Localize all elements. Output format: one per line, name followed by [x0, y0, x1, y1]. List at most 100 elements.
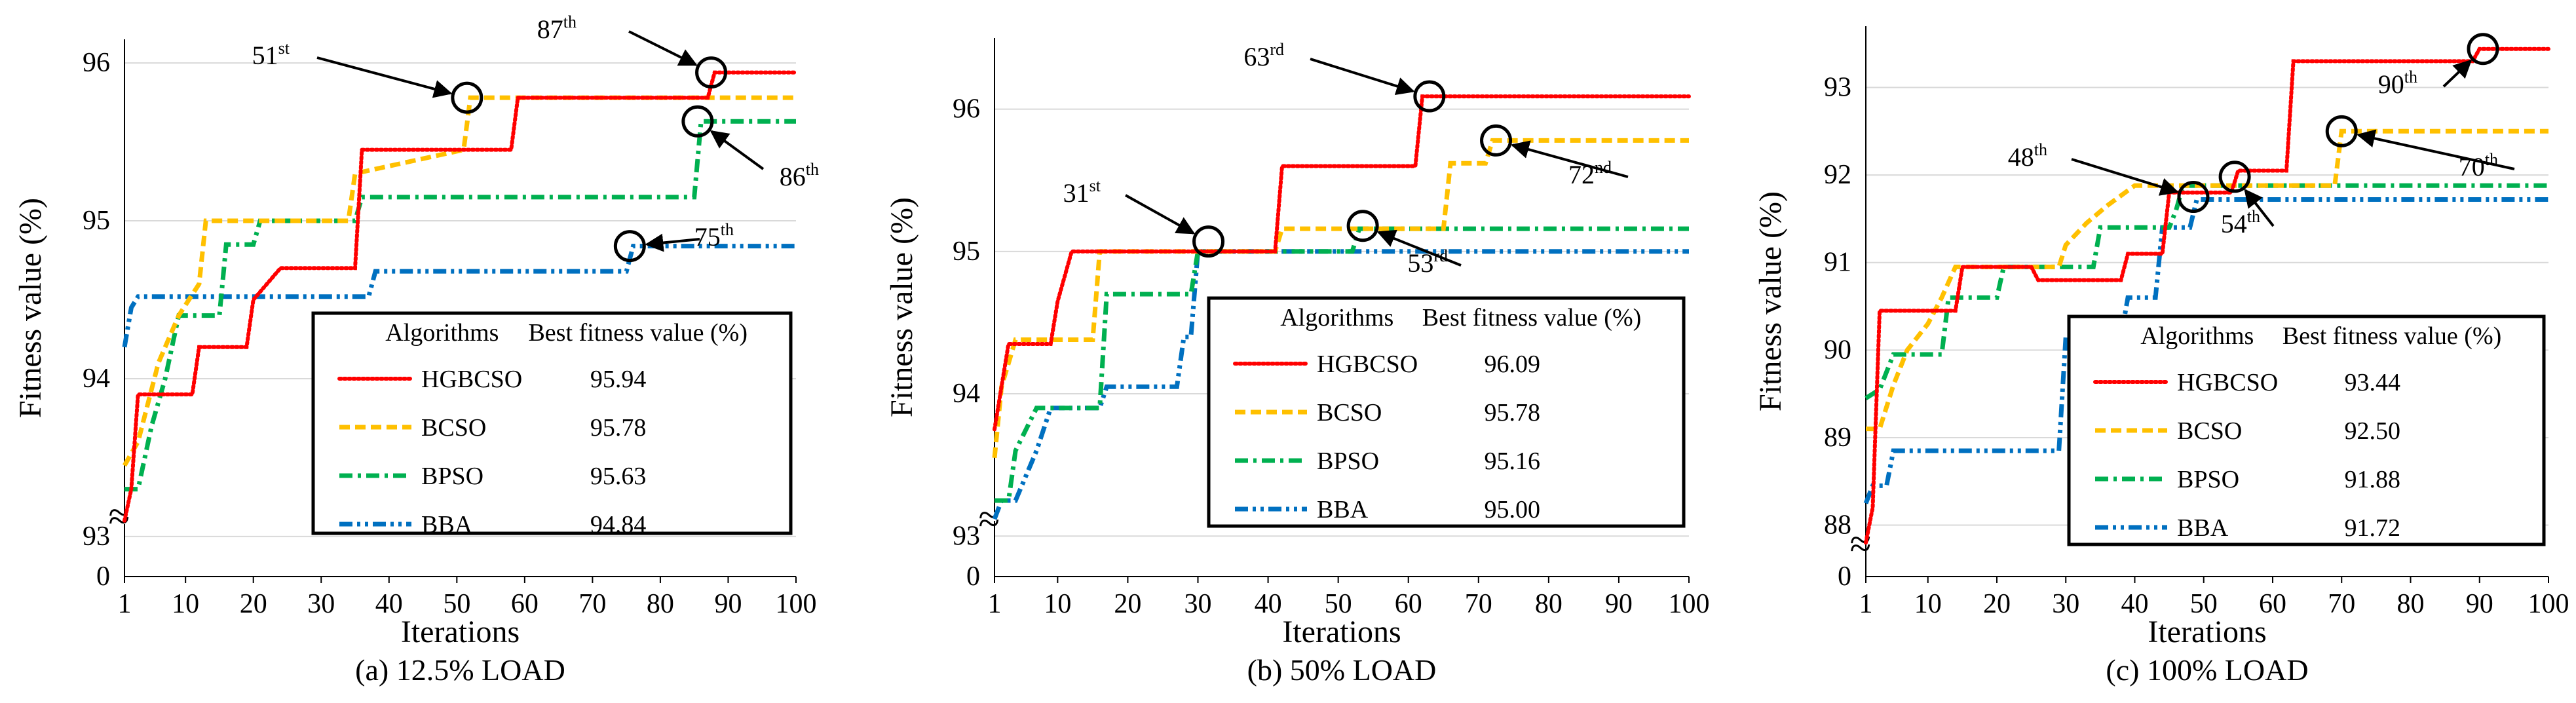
- annotation-arrow: [1310, 58, 1415, 96]
- legend-label: BCSO: [2177, 417, 2242, 445]
- highlight-circle: [1480, 124, 1513, 157]
- y-tick-label: 89: [1824, 423, 1851, 453]
- legend: Algorithms Best fitness value (%)HGBCSO 96…: [1207, 296, 1686, 528]
- y-tick-label: 96: [83, 48, 110, 78]
- legend-value: 95.63: [590, 463, 647, 490]
- y-axis-label: Fitness value (%): [1753, 191, 1788, 411]
- legend-label: BBA: [421, 511, 473, 539]
- x-tick-label: 1: [988, 589, 1002, 619]
- legend-value: 95.78: [590, 414, 647, 442]
- legend-value: 92.50: [2345, 417, 2401, 445]
- chart-caption: (c) 100% LOAD: [2106, 653, 2308, 687]
- legend-label: HGBCSO: [1317, 351, 1418, 378]
- legend-header-algorithms: Algorithms: [1280, 304, 1393, 332]
- y-tick-label: 91: [1824, 248, 1851, 278]
- annotation-arrow: [710, 130, 765, 170]
- x-tick-label: 30: [307, 589, 335, 619]
- x-axis-label: Iterations: [2148, 615, 2266, 649]
- y-zero-label: 0: [96, 561, 110, 592]
- y-axis-label: Fitness value (%): [884, 197, 919, 417]
- highlight-circle: [2325, 115, 2358, 147]
- annotation-arrow: [2071, 158, 2179, 196]
- chart-caption: (b) 50% LOAD: [1247, 653, 1437, 687]
- highlight-circle: [681, 105, 714, 138]
- highlight-circle: [2467, 33, 2499, 66]
- highlight-circle: [2177, 181, 2210, 214]
- x-tick-label: 100: [776, 589, 817, 619]
- series-line-bpso: [994, 226, 1689, 503]
- series-line-bcso: [1866, 128, 2548, 432]
- x-tick-label: 90: [1605, 589, 1633, 619]
- legend-label: BPSO: [2177, 466, 2239, 493]
- y-zero-label: 0: [1838, 561, 1851, 592]
- x-tick-label: 100: [1669, 589, 1710, 619]
- x-tick-label: 40: [2121, 589, 2148, 619]
- legend-label: BCSO: [421, 414, 486, 442]
- series-line-bcso: [122, 95, 796, 467]
- legend-header-algorithms: Algorithms: [2140, 322, 2254, 350]
- legend: Algorithms Best fitness value (%)HGBCSO 95…: [311, 311, 793, 539]
- x-tick-label: 20: [240, 589, 267, 619]
- annotation-arrow: [1125, 194, 1196, 235]
- annotation-arrow: [628, 30, 698, 66]
- y-tick-label: 92: [1824, 160, 1851, 190]
- x-axis-label: Iterations: [1282, 615, 1401, 649]
- chart-caption: (a) 12.5% LOAD: [355, 653, 565, 687]
- x-tick-label: 90: [714, 589, 742, 619]
- x-tick-label: 20: [1114, 589, 1141, 619]
- x-tick-label: 50: [1325, 589, 1352, 619]
- highlight-circle: [695, 56, 728, 89]
- series-line-bba: [992, 249, 1689, 520]
- x-tick-label: 40: [1255, 589, 1282, 619]
- legend-label: BPSO: [421, 463, 483, 490]
- legend-label: BBA: [1317, 496, 1369, 523]
- highlight-circle: [451, 81, 483, 114]
- y-tick-label: 93: [953, 521, 980, 551]
- x-tick-label: 60: [1395, 589, 1422, 619]
- x-tick-label: 80: [2396, 589, 2424, 619]
- x-tick-label: 70: [1465, 589, 1492, 619]
- legend-value: 95.16: [1485, 447, 1541, 475]
- y-tick-label: 94: [953, 379, 980, 409]
- y-zero-label: 0: [966, 561, 980, 592]
- legend-value: 95.78: [1485, 399, 1541, 427]
- legend-value: 94.84: [590, 511, 647, 539]
- annotation-arrow: [2442, 59, 2472, 88]
- x-tick-label: 50: [2190, 589, 2218, 619]
- y-tick-label: 95: [953, 237, 980, 267]
- x-tick-label: 60: [2259, 589, 2286, 619]
- legend-value: 91.72: [2345, 514, 2401, 542]
- x-tick-label: 100: [2528, 589, 2569, 619]
- series-line-hgbcso: [123, 70, 798, 523]
- iteration-annotation: 70th: [2459, 150, 2498, 181]
- x-tick-label: 30: [2052, 589, 2079, 619]
- x-tick-label: 40: [375, 589, 403, 619]
- x-tick-label: 10: [1914, 589, 1942, 619]
- series-line-bcso: [992, 138, 1689, 459]
- annotation-arrow: [645, 233, 700, 252]
- x-tick-label: 80: [647, 589, 674, 619]
- y-axis-label: Fitness value (%): [13, 198, 48, 418]
- series-line-bba: [122, 244, 796, 348]
- series-line-bpso: [1865, 183, 2548, 400]
- iteration-annotation: 31st: [1063, 176, 1101, 208]
- highlight-circle: [1346, 210, 1379, 242]
- x-tick-label: 20: [1983, 589, 2011, 619]
- series-line-hgbcso: [993, 94, 1691, 432]
- legend-box: [1207, 296, 1686, 528]
- legend: Algorithms Best fitness value (%)HGBCSO 93…: [2067, 314, 2546, 546]
- y-tick-label: 94: [83, 364, 110, 394]
- y-tick-label: 93: [83, 522, 110, 552]
- y-tick-label: 95: [83, 206, 110, 236]
- highlight-circle: [613, 230, 646, 263]
- annotation-arrow: [1376, 229, 1462, 267]
- legend-header-algorithms: Algorithms: [385, 319, 499, 347]
- iteration-annotation: 72nd: [1568, 158, 1612, 189]
- x-tick-label: 1: [118, 589, 132, 619]
- annotation-arrow: [2356, 129, 2515, 170]
- legend-label: BPSO: [1317, 447, 1379, 475]
- x-tick-label: 50: [443, 589, 470, 619]
